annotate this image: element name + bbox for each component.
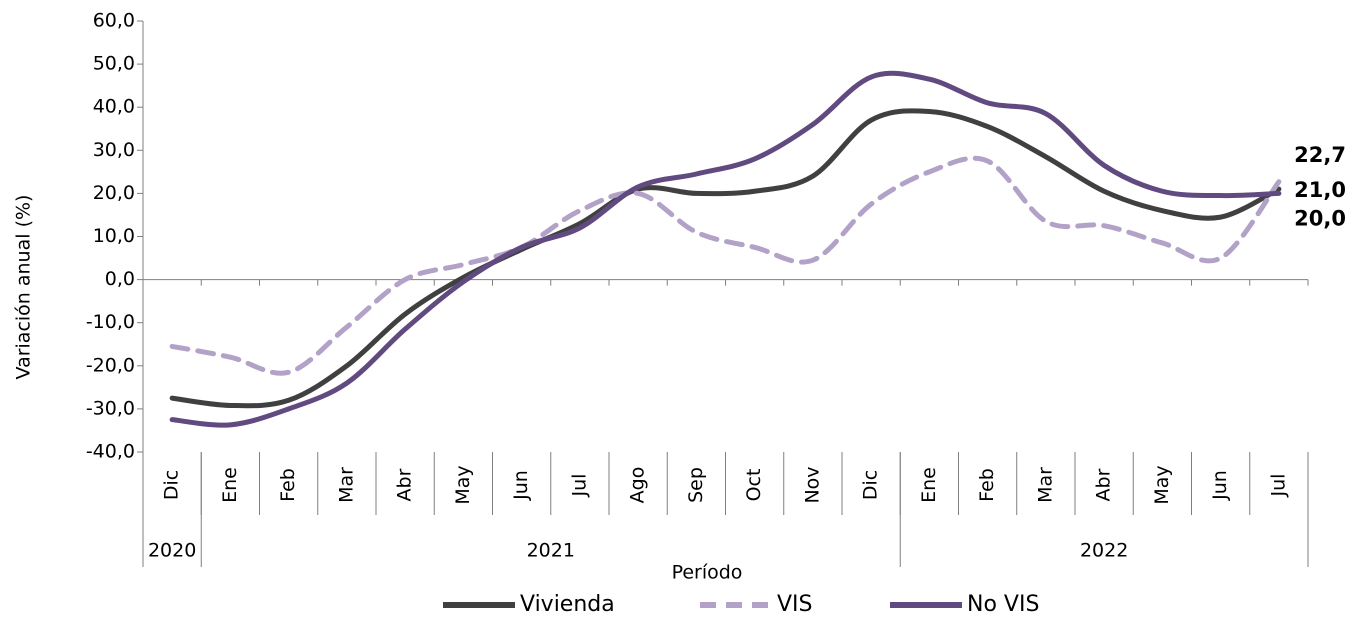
x-tick-label: Ene [219, 467, 241, 503]
x-axis-title: Período [672, 562, 743, 584]
y-tick-label: 20,0 [93, 182, 135, 204]
x-tick-label: Dic [161, 470, 183, 500]
legend-label: VIS [777, 592, 813, 617]
x-tick-label: Mar [1034, 467, 1056, 503]
x-tick-label: Jul [568, 474, 590, 498]
y-tick-label: 30,0 [93, 139, 135, 161]
legend-label: No VIS [967, 592, 1039, 617]
series-line [169, 108, 1282, 409]
series-line [169, 155, 1282, 376]
x-tick-label: Oct [743, 469, 765, 502]
y-tick-label: 0,0 [105, 268, 135, 290]
x-tick-label: Jun [510, 470, 532, 501]
y-tick-label: 10,0 [93, 225, 135, 247]
data-label: 22,7 [1294, 143, 1346, 167]
x-group-label: 2021 [527, 540, 575, 562]
x-tick-label: Abr [394, 468, 416, 501]
y-tick-label: -40,0 [86, 441, 135, 463]
y-axis-title: Variación anual (%) [13, 195, 35, 380]
x-tick-label: May [1151, 465, 1173, 504]
x-tick-label: May [452, 465, 474, 504]
y-tick-label: 40,0 [93, 96, 135, 118]
x-tick-label: Dic [860, 470, 882, 500]
x-group-label: 2022 [1080, 540, 1128, 562]
x-tick-label: Jun [1209, 470, 1231, 501]
y-tick-label: 60,0 [93, 10, 135, 32]
y-tick-label: -10,0 [86, 311, 135, 333]
x-tick-label: Jul [1267, 474, 1289, 498]
x-tick-label: Ago [627, 467, 649, 504]
x-group-label: 2020 [148, 540, 196, 562]
x-tick-label: Mar [335, 467, 357, 503]
x-tick-label: Feb [976, 468, 998, 502]
y-tick-label: 50,0 [93, 53, 135, 75]
x-tick-label: Nov [801, 466, 823, 503]
y-tick-label: -30,0 [86, 397, 135, 419]
data-label: 21,0 [1294, 178, 1346, 202]
series-line [169, 70, 1282, 428]
data-label: 20,0 [1294, 206, 1346, 230]
x-tick-label: Sep [685, 467, 707, 503]
x-tick-label: Feb [277, 468, 299, 502]
x-tick-label: Abr [1093, 468, 1115, 501]
legend-label: Vivienda [520, 592, 615, 617]
x-tick-label: Ene [918, 467, 940, 503]
y-tick-label: -20,0 [86, 354, 135, 376]
